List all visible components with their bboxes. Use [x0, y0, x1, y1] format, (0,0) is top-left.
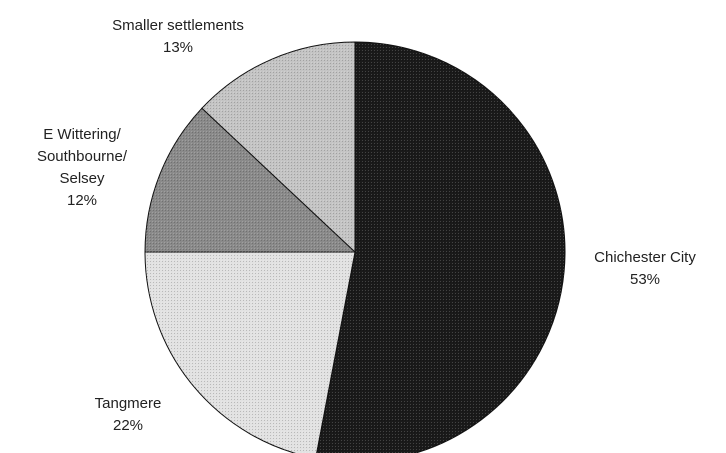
pie-slice-texture — [145, 252, 355, 453]
pie-slice-value-label: 53% — [630, 271, 660, 288]
pie-slice-category-label: Tangmere — [95, 395, 162, 412]
pie-slice-texture — [316, 42, 565, 453]
pie-slice-category-label: Selsey — [59, 170, 105, 187]
pie-slice-category-label: E Wittering/ — [43, 126, 121, 143]
pie-labels: Chichester City 53% Tangmere 22% E Wittering… — [37, 17, 696, 434]
pie-slice-texture — [145, 108, 355, 252]
pie-slice-category-label: Southbourne/ — [37, 148, 128, 165]
pie-slice-texture — [201, 42, 355, 252]
pie-slice-category-label: Smaller settlements — [112, 17, 244, 34]
pie-slice-value-label: 22% — [113, 417, 143, 434]
pie-slice-value-label: 13% — [163, 39, 193, 56]
pie-slice-value-label: 12% — [67, 192, 97, 209]
pie-slices — [144, 41, 566, 453]
pie-slice-category-label: Chichester City — [594, 249, 696, 266]
